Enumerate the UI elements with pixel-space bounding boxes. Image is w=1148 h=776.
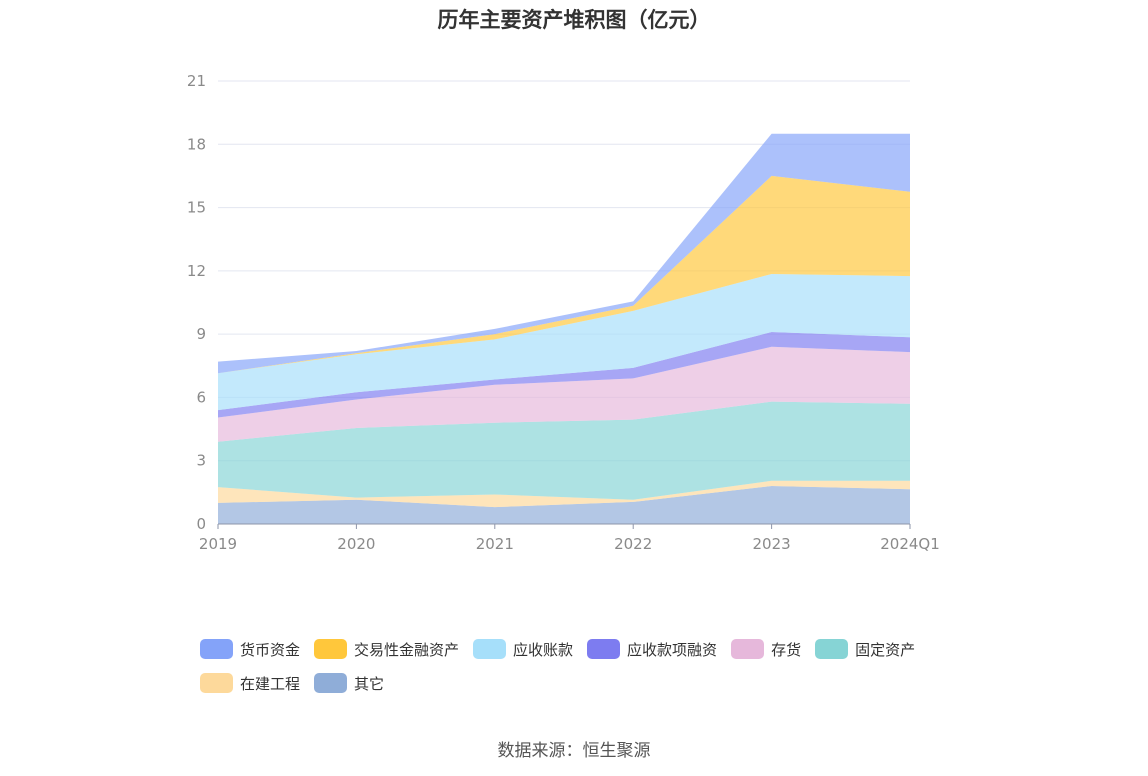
legend-item[interactable]: 货币资金 [200,638,300,660]
chart-title: 历年主要资产堆积图（亿元） [437,8,711,32]
legend-label: 交易性金融资产 [354,640,460,659]
legend-label: 应收款项融资 [627,640,718,659]
y-tick-label: 15 [187,199,206,217]
legend-label: 在建工程 [240,674,301,693]
legend-item[interactable]: 应收账款 [473,638,573,660]
legend: 货币资金 交易性金融资产 应收账款 应收款项融资 存货 固定资产在建工程 其它 [200,638,980,694]
legend-item[interactable]: 在建工程 [200,672,300,694]
legend-item[interactable]: 应收款项融资 [587,638,717,660]
legend-item[interactable]: 存货 [731,638,801,660]
legend-swatch [587,639,621,659]
legend-label: 应收账款 [513,640,574,659]
legend-item[interactable]: 交易性金融资产 [314,638,459,660]
legend-item[interactable]: 其它 [314,672,384,694]
area-固定资产[interactable] [218,401,910,500]
y-tick-label: 12 [187,262,206,280]
legend-swatch [815,639,849,659]
y-tick-label: 3 [196,452,206,470]
legend-label: 存货 [771,640,802,659]
y-tick-label: 6 [196,388,206,406]
area-货币资金[interactable] [218,133,910,374]
x-tick-label: 2023 [753,535,791,553]
x-tick-label: 2019 [199,535,237,553]
legend-swatch [731,639,765,659]
axes: 0 3 6 9 12 15 18 21 2019 2020 2021 2022 2023 2024Q1 [187,72,940,553]
legend-swatch [314,673,348,693]
legend-swatch [473,639,507,659]
area-在建工程[interactable] [218,480,910,508]
area-交易性金融资产[interactable] [218,175,910,374]
area-其它[interactable] [218,486,910,524]
y-tick-label: 9 [196,325,206,343]
legend-label: 货币资金 [240,640,301,659]
x-tick-label: 2022 [614,535,652,553]
area-应收款项融资[interactable] [218,332,910,418]
y-tick-label: 0 [196,515,206,533]
area-存货[interactable] [218,346,910,442]
x-tick-label: 2020 [337,535,375,553]
x-tick-label: 2024Q1 [880,535,940,553]
legend-swatch [200,639,233,659]
x-tick-label: 2021 [476,535,514,553]
area-series [218,133,910,524]
data-source: 数据来源：恒生聚源 [497,741,651,761]
legend-label: 固定资产 [855,640,916,659]
stacked-area-chart: 0 3 6 9 12 15 18 21 2019 2020 2021 2022 2023 2024Q1 [187,72,940,553]
area-应收账款[interactable] [218,274,910,411]
y-tick-label: 18 [187,135,206,153]
legend-label: 其它 [354,674,385,693]
legend-swatch [314,639,348,659]
legend-swatch [200,673,233,693]
legend-item[interactable]: 固定资产 [815,638,915,660]
y-tick-label: 21 [187,72,206,90]
